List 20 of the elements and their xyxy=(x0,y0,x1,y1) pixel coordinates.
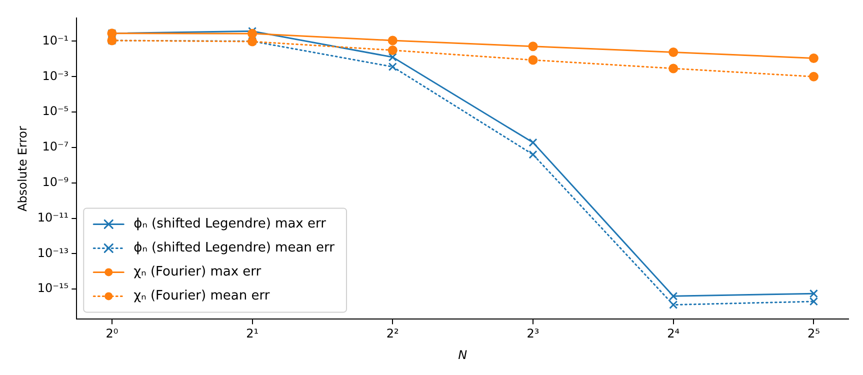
y-tick-label: 10⁻⁹ xyxy=(42,175,69,190)
y-axis-title: Absolute Error xyxy=(15,126,30,212)
y-tick-label: 10⁻¹³ xyxy=(37,246,69,260)
x-tick-label: 2⁵ xyxy=(807,326,820,341)
y-tick-label: 10⁻⁷ xyxy=(42,140,69,154)
x-tick-label: 2¹ xyxy=(246,326,259,341)
x-tick-label: 2⁴ xyxy=(667,326,680,341)
x-tick-label: 2² xyxy=(386,326,400,341)
y-tick-label: 10⁻¹⁵ xyxy=(37,281,69,296)
legend-label: χₙ (Fourier) mean err xyxy=(134,288,270,304)
legend-label: ϕₙ (shifted Legendre) mean err xyxy=(134,240,336,256)
y-tick-label: 10⁻¹¹ xyxy=(37,210,69,224)
x-tick-label: 2³ xyxy=(526,326,540,341)
y-tick-label: 10⁻¹ xyxy=(42,33,69,48)
y-tick-label: 10⁻³ xyxy=(42,68,69,83)
x-tick-label: 2⁰ xyxy=(106,326,118,341)
x-axis-title: N xyxy=(458,348,468,362)
legend-label: χₙ (Fourier) max err xyxy=(134,264,262,280)
y-tick-label: 10⁻⁵ xyxy=(42,104,69,118)
legend-label: ϕₙ (shifted Legendre) max err xyxy=(134,216,327,232)
